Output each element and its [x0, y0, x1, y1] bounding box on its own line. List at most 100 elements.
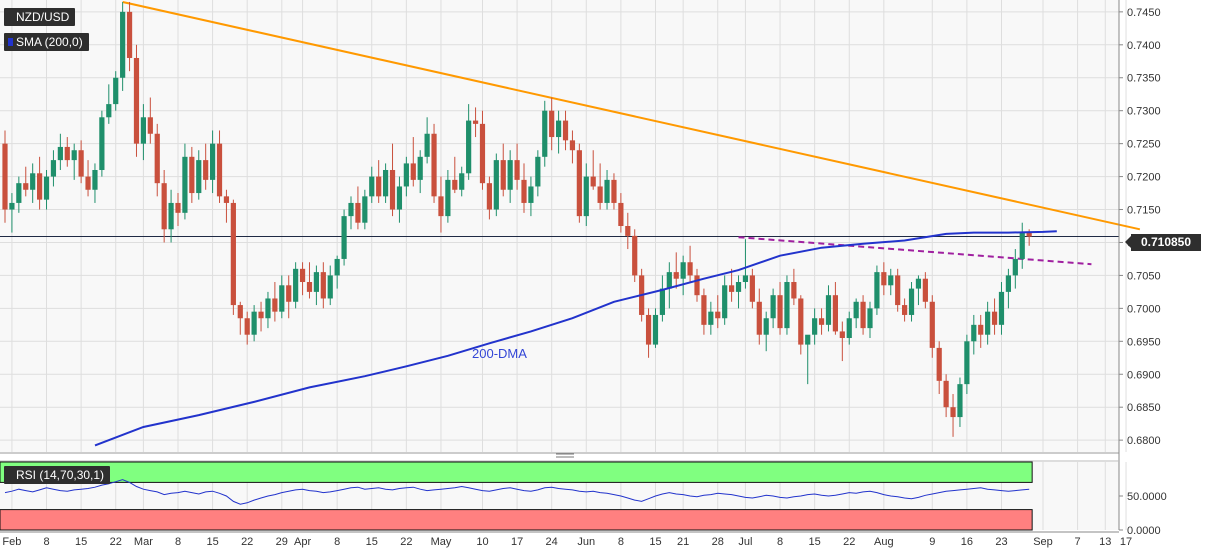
candle-body [417, 156, 423, 180]
rsi-line [4, 479, 1030, 505]
x-tick-label: 28 [712, 536, 724, 548]
candle-body [625, 226, 631, 236]
symbol-badge[interactable]: NZD/USD [4, 8, 76, 26]
candle-body [895, 275, 901, 306]
candle-body [784, 282, 790, 329]
candle-body [223, 196, 230, 203]
price-panel-bg [0, 0, 1119, 452]
sma-indicator-badge[interactable]: SMA (200,0) [4, 33, 89, 51]
candle-body [549, 110, 555, 138]
x-tick-label: 22 [110, 536, 122, 548]
sma-indicator-label: SMA (200,0) [16, 35, 83, 49]
sma-color-swatch [8, 38, 13, 46]
candle-body [1005, 275, 1011, 292]
candle-body [355, 202, 361, 223]
candle-body [964, 341, 970, 385]
candle-body [825, 295, 832, 325]
candle-body [306, 282, 313, 292]
candle-body [196, 160, 202, 194]
x-tick-label: 8 [618, 536, 624, 548]
candle-body [210, 143, 216, 180]
candle-body [286, 285, 292, 302]
x-tick-label: 8 [777, 536, 783, 548]
x-tick-label: Aug [874, 536, 894, 548]
candle-body [659, 288, 665, 315]
candle-body [735, 282, 742, 292]
y-tick-label: 0.7000 [1127, 303, 1161, 315]
candle-body [708, 311, 714, 325]
y-tick-label: 0.6900 [1127, 369, 1161, 381]
candle-body [168, 202, 174, 230]
candle-body [763, 318, 769, 335]
x-tick-label: 15 [75, 536, 87, 548]
candle-body [50, 160, 57, 177]
rsi-indicator-badge[interactable]: RSI (14,70,30,1) [4, 466, 111, 484]
candle-body [832, 295, 838, 332]
x-tick-label: 17 [1120, 536, 1132, 548]
candle-body [403, 163, 409, 187]
candle-body [92, 169, 98, 190]
support-trendline [738, 236, 1092, 266]
candle-body [189, 156, 195, 194]
candle-body [749, 275, 755, 302]
candle-body [410, 163, 416, 180]
rsi-oversold-zone [0, 509, 1033, 531]
candle-body [611, 179, 617, 203]
candle-body [514, 160, 520, 180]
rsi-y-tick-label: 50.0000 [1127, 491, 1167, 503]
rsi-y-tick-label: 0.0000 [1127, 525, 1161, 537]
candle-body [1019, 232, 1025, 259]
panel-resize-handle[interactable] [556, 453, 574, 458]
candle-body [293, 268, 299, 302]
candle-body [715, 311, 721, 319]
candle-body [133, 57, 140, 144]
x-tick-label: 29 [276, 536, 288, 548]
x-tick-label: 8 [334, 536, 340, 548]
candle-body [535, 156, 541, 187]
candle-body [327, 275, 333, 299]
candle-body [818, 318, 825, 325]
resistance-trendline [122, 1, 1141, 231]
candle-body [486, 183, 492, 210]
candle-body [742, 275, 749, 283]
candle-body [479, 123, 486, 184]
candle-body [120, 11, 126, 78]
x-tick-label: Sep [1033, 536, 1053, 548]
candle-body [597, 186, 603, 203]
candle-body [216, 143, 223, 197]
candle-body [334, 258, 340, 276]
candle-body [369, 176, 375, 197]
candle-body [556, 120, 562, 138]
y-tick-label: 0.7200 [1127, 172, 1161, 184]
candle-body [161, 183, 167, 230]
sma200-line [94, 230, 1057, 447]
x-tick-label: 22 [241, 536, 253, 548]
x-tick-label: 9 [929, 536, 935, 548]
candle-body [424, 133, 430, 157]
candle-body [251, 311, 257, 335]
candle-body [985, 311, 991, 335]
x-tick-label: 15 [206, 536, 218, 548]
candle-body [542, 110, 548, 157]
candle-body [673, 272, 679, 279]
x-tick-label: 15 [809, 536, 821, 548]
y-tick-label: 0.7300 [1127, 106, 1161, 118]
candle-body [64, 146, 70, 161]
candle-body [389, 169, 396, 210]
candle-body [1012, 258, 1018, 276]
candle-body [971, 324, 977, 342]
candle-body [881, 272, 887, 286]
candle-body [812, 318, 818, 335]
candle-body [140, 117, 146, 144]
candle-body [500, 160, 506, 190]
candle-body [957, 384, 963, 418]
candle-body [950, 407, 956, 418]
candle-body [943, 380, 949, 408]
candle-body [770, 295, 776, 319]
candle-body [30, 173, 36, 190]
candle-body [383, 169, 389, 197]
x-tick-label: 8 [175, 536, 181, 548]
candle-body [618, 202, 624, 226]
candle-body [203, 160, 209, 180]
x-tick-label: 21 [677, 536, 689, 548]
